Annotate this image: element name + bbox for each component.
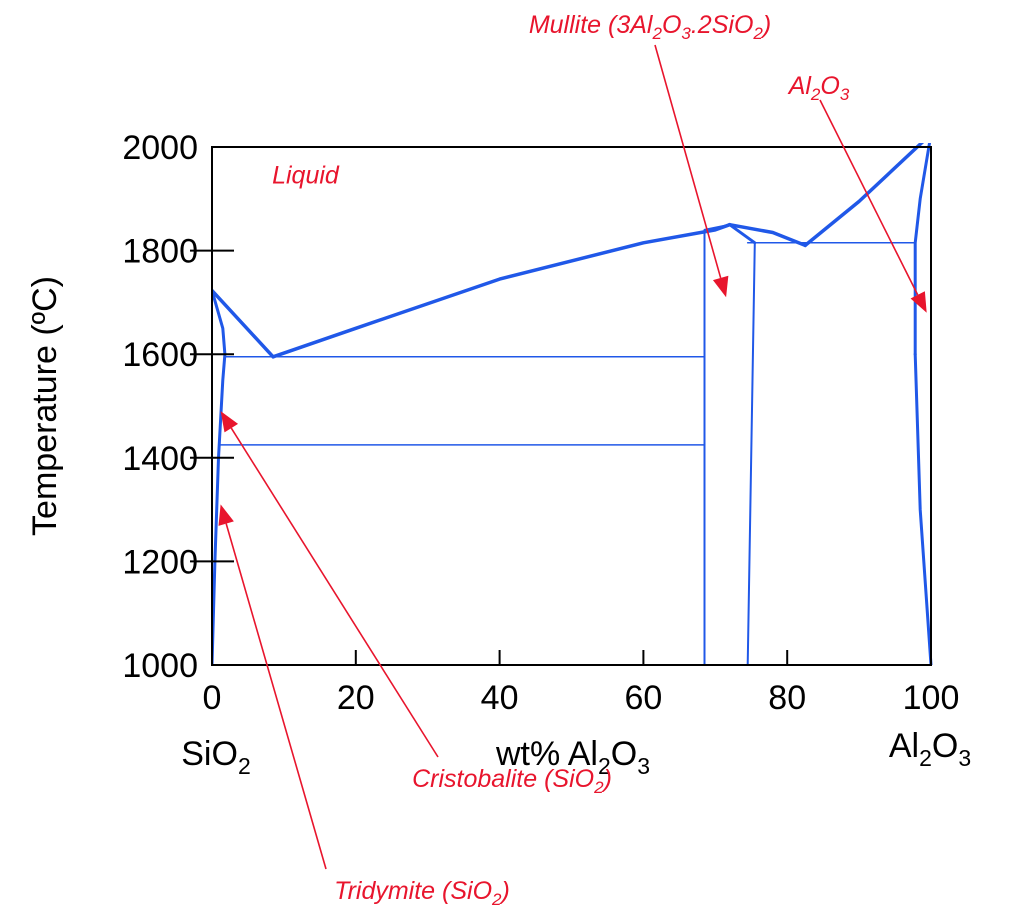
liquidus-curve-2 <box>727 222 807 248</box>
arrowhead-tridymite <box>218 504 234 526</box>
y-tick-label: 2000 <box>122 129 198 167</box>
annotation-mullite: Mullite (3Al2O3.2SiO2) <box>529 11 771 43</box>
plot-frame <box>211 146 932 666</box>
solidus-curve-5 <box>212 289 227 356</box>
x-tick-label: 100 <box>903 679 960 717</box>
y-axis-title: Temperature (ºC) <box>26 276 64 536</box>
arrowhead-cristobalite <box>220 411 239 433</box>
annotation-arrow-cristobalite <box>230 427 439 758</box>
annotation-cristobalite: Cristobalite (SiO2) <box>412 765 612 797</box>
curves-layer <box>212 143 933 665</box>
ticks-layer <box>190 249 789 665</box>
annotations-layer: Mullite (3Al2O3.2SiO2) Al2O3 Cristobalite … <box>218 11 927 909</box>
x-tick-label: 20 <box>337 679 375 717</box>
arrowhead-mullite <box>712 275 729 298</box>
liquidus-curve-0 <box>212 288 275 359</box>
annotation-arrow-tridymite <box>225 523 327 870</box>
x-axis-title: wt% Al2O3 <box>495 735 650 779</box>
phase-boundary-curve-10 <box>746 241 756 665</box>
y-tick-label: 1800 <box>122 233 198 271</box>
liquidus-curve-1 <box>271 222 732 359</box>
x-tick-label: 0 <box>203 679 222 717</box>
arrowhead-alumina <box>910 291 927 313</box>
x-tick-label: 80 <box>768 679 806 717</box>
liquidus-curve-3 <box>803 143 925 248</box>
annotation-arrow-mullite <box>654 44 722 279</box>
left-component-label: SiO2 <box>181 735 250 779</box>
y-tick-label: 1600 <box>122 336 198 374</box>
y-tick-label: 1000 <box>122 647 198 685</box>
phase-boundary-curve-9 <box>703 223 731 665</box>
labels-layer: 0 20 40 60 80 100 1000 1200 1400 1600 1800 2000 Temp… <box>26 129 971 779</box>
right-component-label: Al2O3 <box>889 727 971 771</box>
annotation-tridymite: Tridymite (SiO2) <box>334 877 510 908</box>
x-tick-label: 60 <box>624 679 662 717</box>
phase-label-liquid: Liquid <box>272 161 340 189</box>
solidus-curve-8 <box>913 352 933 665</box>
solidus-curve-7 <box>913 143 932 356</box>
annotation-alumina: Al2O3 <box>787 72 850 104</box>
y-tick-label: 1200 <box>122 543 198 581</box>
solidus-curve-4 <box>728 223 757 245</box>
y-tick-label: 1400 <box>122 440 198 478</box>
x-tick-label: 40 <box>481 679 519 717</box>
annotation-arrow-alumina <box>819 99 919 296</box>
